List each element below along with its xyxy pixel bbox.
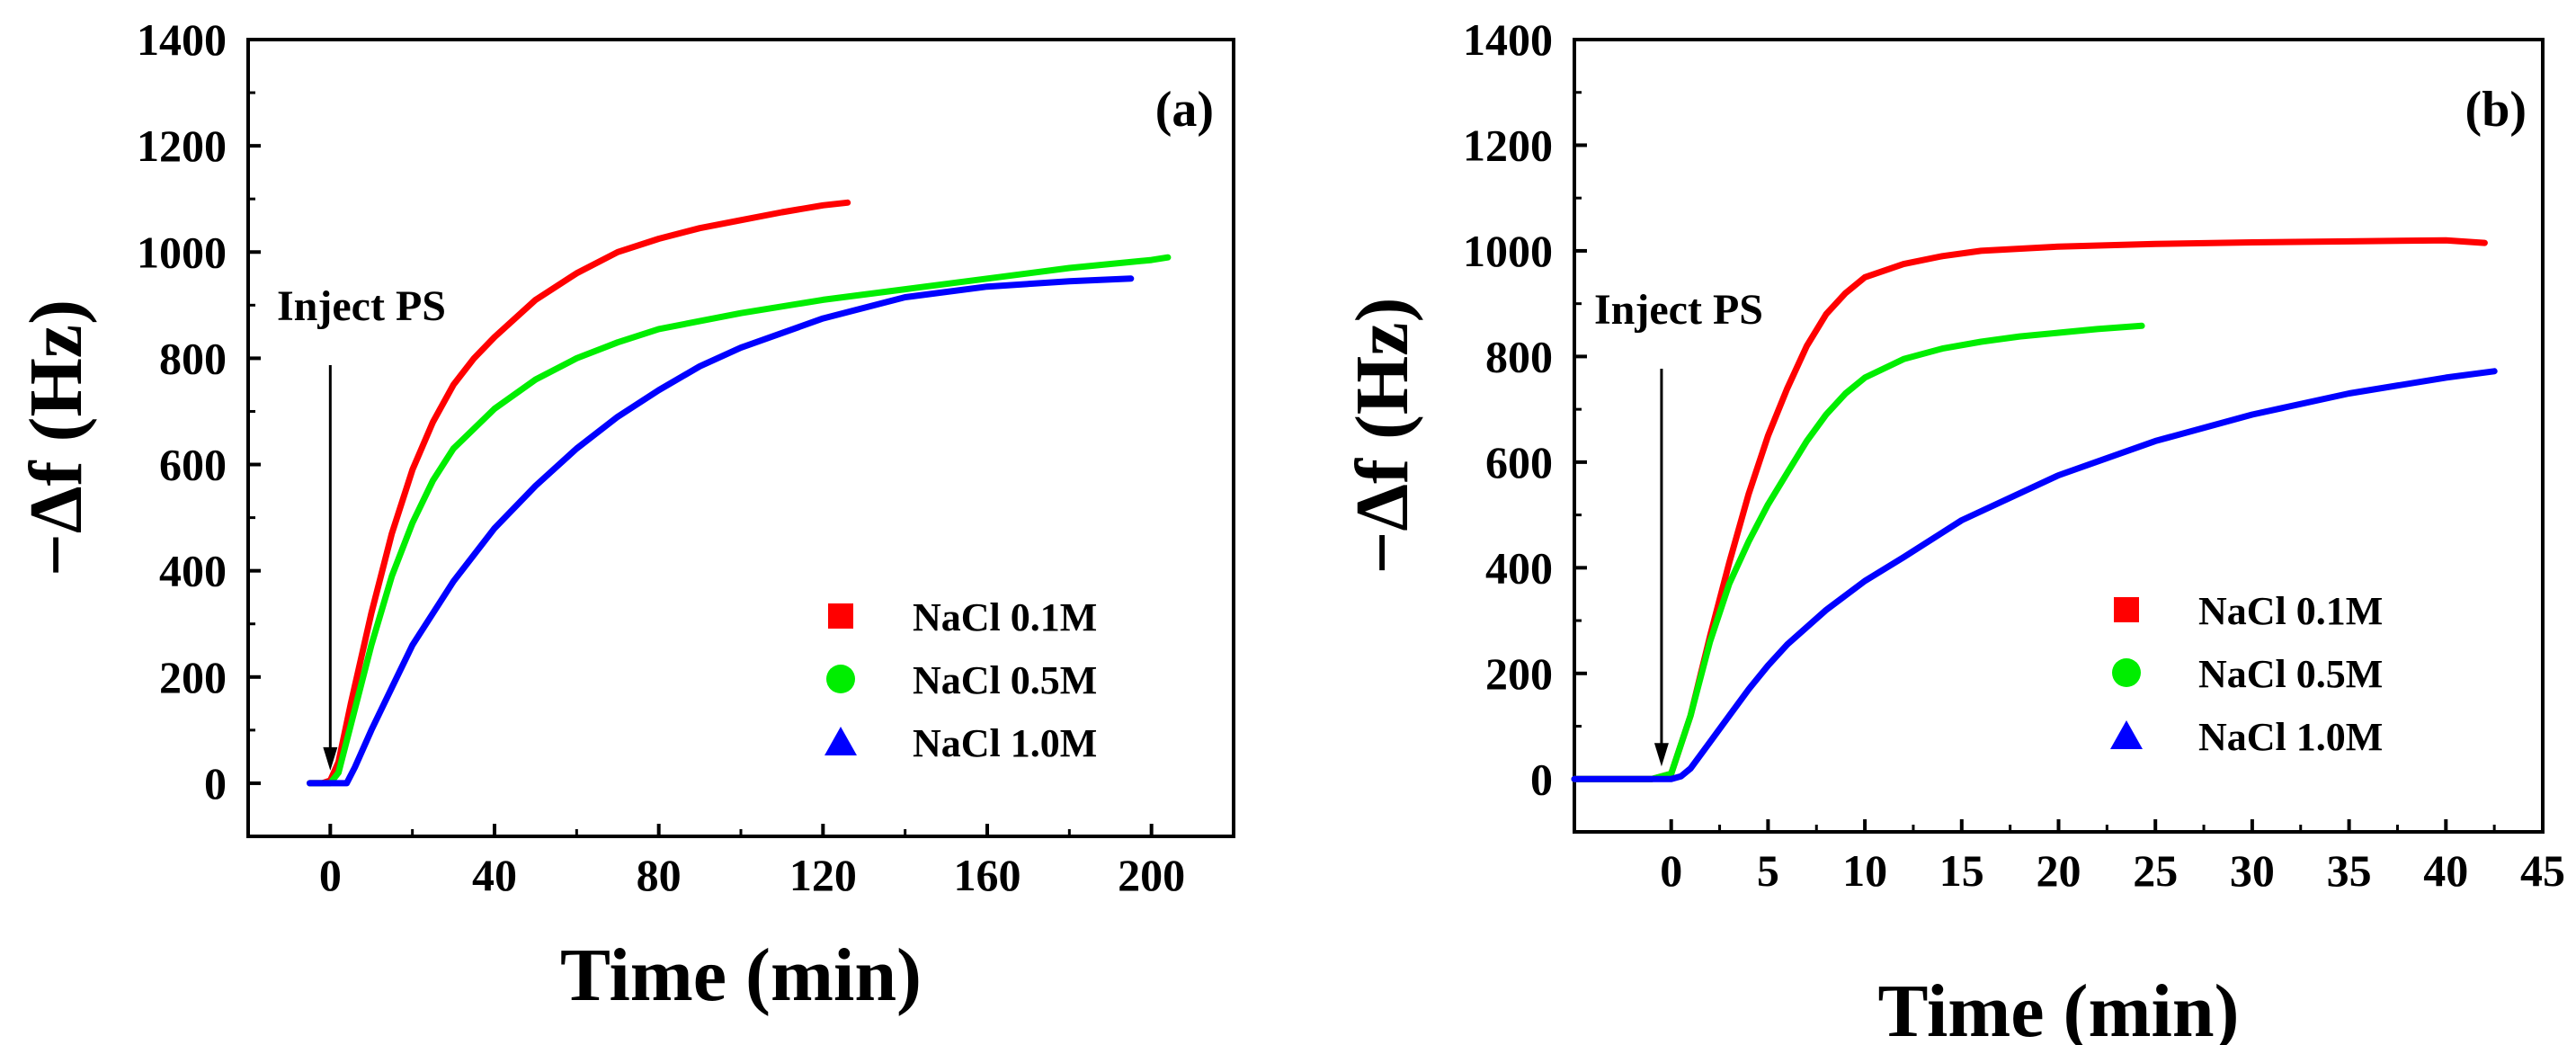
x-tick-label: 15	[1939, 845, 1984, 896]
y-tick-label: 1000	[137, 227, 227, 277]
y-tick-label: 1200	[1463, 120, 1553, 170]
legend-label: NaCl 0.5M	[2198, 652, 2383, 696]
plot-frame-2	[1573, 38, 2545, 834]
legend-marker-circle	[2112, 658, 2141, 687]
panel-label: (a)	[1155, 82, 1214, 138]
x-tick-label: 200	[1118, 850, 1185, 900]
series-line-nacl-0-5m	[307, 254, 1172, 787]
legend-label: NaCl 0.5M	[913, 658, 1097, 702]
panel-label: (b)	[2465, 82, 2527, 138]
x-tick-label: 25	[2133, 845, 2178, 896]
x-tick-label: 80	[637, 850, 682, 900]
y-tick-label: 400	[1485, 542, 1553, 593]
x-tick-label: 0	[319, 850, 342, 900]
x-tick-label: 30	[2230, 845, 2275, 896]
x-axis-title: Time (min)	[1877, 969, 2239, 1045]
annotation-text: Inject PS	[277, 282, 446, 330]
y-axis-title: −Δf (Hz)	[14, 299, 98, 576]
series-line-nacl-0-5m	[1571, 322, 2145, 782]
y-tick-label: 400	[159, 546, 227, 596]
legend-marker-circle	[826, 665, 855, 693]
x-tick-label: 40	[2423, 845, 2468, 896]
y-tick-label: 0	[204, 758, 227, 808]
y-tick-label: 800	[159, 333, 227, 383]
legend-label: NaCl 0.1M	[913, 595, 1097, 639]
legend-label: NaCl 1.0M	[2198, 715, 2383, 759]
y-tick-label: 0	[1530, 754, 1553, 804]
series-line-nacl-0-1m	[307, 199, 851, 787]
annotation-arrow-head	[1653, 743, 1669, 767]
legend-marker-triangle	[2110, 720, 2143, 749]
x-tick-label: 5	[1757, 845, 1779, 896]
y-tick-label: 1400	[137, 14, 227, 65]
y-tick-label: 1200	[137, 121, 227, 171]
y-axis-title: −Δf (Hz)	[1341, 297, 1424, 574]
y-tick-label: 600	[1485, 437, 1553, 487]
annotation-text: Inject PS	[1594, 286, 1763, 334]
x-tick-label: 45	[2520, 845, 2565, 896]
x-axis-title: Time (min)	[560, 933, 922, 1017]
y-tick-label: 800	[1485, 331, 1553, 381]
x-tick-label: 160	[954, 850, 1021, 900]
series-line-nacl-1-0m	[307, 275, 1135, 787]
x-tick-label: 0	[1660, 845, 1682, 896]
legend-marker-triangle	[824, 727, 857, 755]
y-tick-label: 1000	[1463, 226, 1553, 276]
x-tick-label: 10	[1842, 845, 1887, 896]
y-tick-label: 200	[159, 652, 227, 702]
annotation-arrow-head	[323, 746, 338, 771]
legend-marker-square	[828, 603, 853, 629]
y-tick-label: 600	[159, 440, 227, 490]
x-tick-label: 40	[472, 850, 517, 900]
x-tick-label: 35	[2327, 845, 2372, 896]
legend-label: NaCl 1.0M	[913, 721, 1097, 765]
legend-label: NaCl 0.1M	[2198, 589, 2383, 633]
x-tick-label: 120	[789, 850, 857, 900]
y-tick-label: 1400	[1463, 14, 1553, 65]
y-tick-label: 200	[1485, 648, 1553, 699]
x-tick-label: 20	[2037, 845, 2081, 896]
legend-marker-square	[2114, 597, 2139, 622]
plot-frame-1	[246, 38, 1235, 838]
series-line-nacl-1-0m	[1571, 368, 2498, 782]
